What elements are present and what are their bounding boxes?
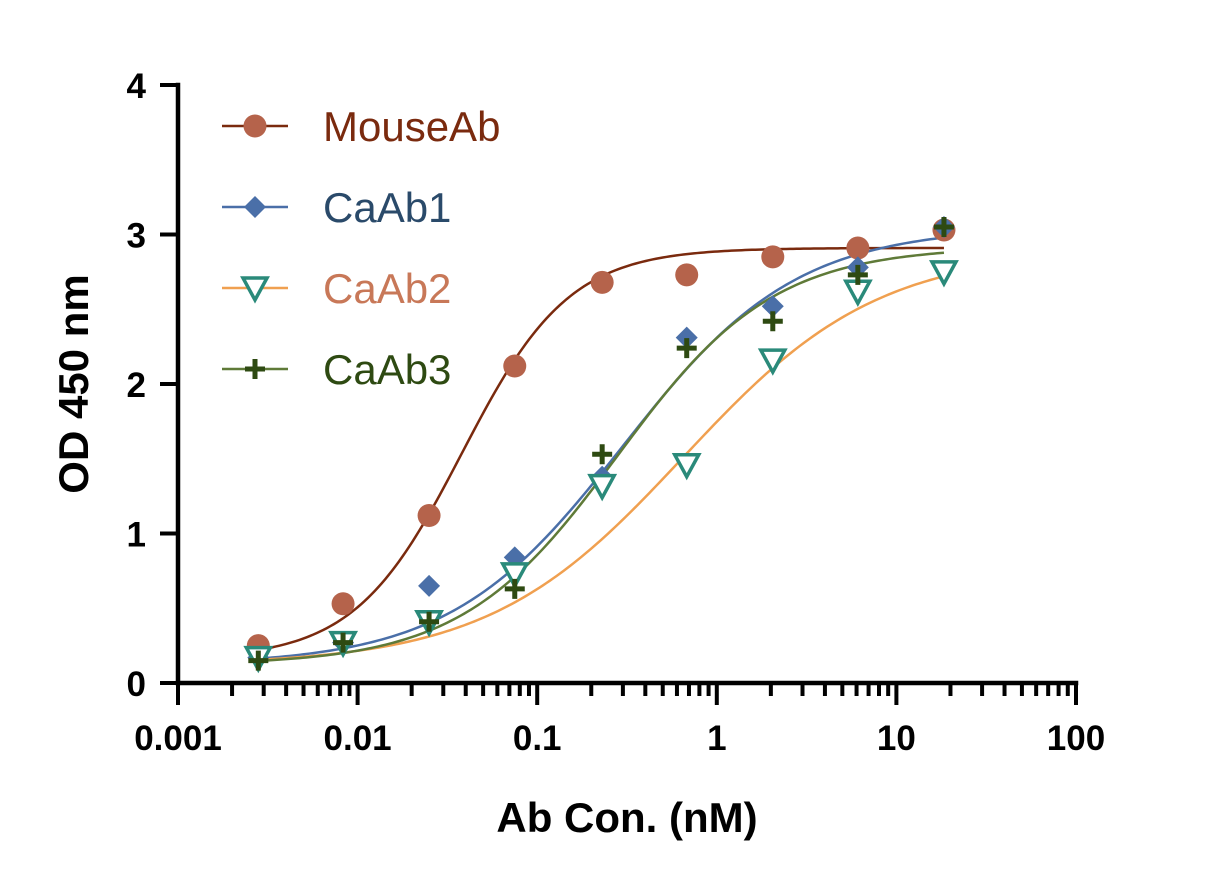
- legend-marker: [240, 276, 270, 304]
- data-point-mouseab: [417, 504, 441, 528]
- x-tick-label: 1: [707, 719, 726, 758]
- data-point-caab3: [248, 650, 269, 671]
- y-tick-label: 2: [127, 366, 146, 405]
- data-point-mouseab: [846, 236, 870, 260]
- legend-label: CaAb2: [323, 265, 451, 312]
- data-point-mouseab: [675, 263, 699, 287]
- x-tick-label: 0.01: [324, 719, 392, 758]
- data-point-caab3: [847, 264, 868, 285]
- x-tick-label: 0.001: [134, 719, 222, 758]
- data-point-caab3: [933, 217, 954, 238]
- data-point-caab2: [671, 452, 702, 481]
- legend-label: CaAb3: [323, 346, 451, 393]
- legend-marker: [245, 359, 265, 379]
- data-point-caab1: [418, 574, 441, 597]
- data-point-caab3: [676, 338, 697, 359]
- data-point-caab3: [762, 311, 783, 332]
- legend: MouseAb CaAb1 CaAb2 CaAb3: [222, 103, 500, 393]
- legend-item-caab1: CaAb1: [222, 184, 451, 231]
- legend-label: MouseAb: [323, 103, 500, 150]
- y-axis-title: OD 450 nm: [50, 274, 97, 493]
- legend-marker: [243, 114, 267, 138]
- plot-area: [243, 216, 959, 674]
- data-point-caab1: [761, 295, 784, 318]
- data-point-caab3: [333, 632, 354, 653]
- legend-item-caab3: CaAb3: [222, 346, 451, 393]
- data-point-caab2: [929, 260, 959, 288]
- data-point-caab2: [499, 562, 530, 590]
- legend-label: CaAb1: [323, 184, 451, 231]
- y-ticks: 0 1 2 3 4: [127, 67, 178, 704]
- data-point-caab2: [757, 348, 788, 376]
- data-point-caab3: [419, 611, 440, 632]
- data-point-mouseab: [761, 245, 785, 269]
- axes: 0 1 2 3 4 0.001 0.01 0.1 1 10 100: [127, 67, 1106, 758]
- x-tick-label: 100: [1047, 719, 1105, 758]
- data-point-mouseab: [503, 354, 527, 378]
- data-point-mouseab: [331, 592, 355, 616]
- y-tick-label: 3: [127, 217, 146, 256]
- x-tick-label: 10: [877, 719, 916, 758]
- data-point-caab3: [592, 444, 613, 465]
- legend-item-caab2: CaAb2: [222, 265, 451, 312]
- legend-marker: [244, 196, 266, 218]
- y-tick-label: 1: [127, 516, 146, 555]
- x-axis-title: Ab Con. (nM): [496, 794, 757, 841]
- y-tick-label: 4: [127, 67, 147, 106]
- data-point-caab1: [675, 326, 698, 349]
- data-point-caab2: [587, 473, 618, 502]
- x-ticks: 0.001 0.01 0.1 1 10 100: [134, 683, 1105, 758]
- y-tick-label: 0: [127, 665, 146, 704]
- data-point-mouseab: [590, 270, 614, 294]
- data-point-caab3: [504, 578, 525, 599]
- data-markers: [243, 216, 959, 674]
- legend-item-mouseab: MouseAb: [222, 103, 500, 150]
- x-tick-label: 0.1: [513, 719, 562, 758]
